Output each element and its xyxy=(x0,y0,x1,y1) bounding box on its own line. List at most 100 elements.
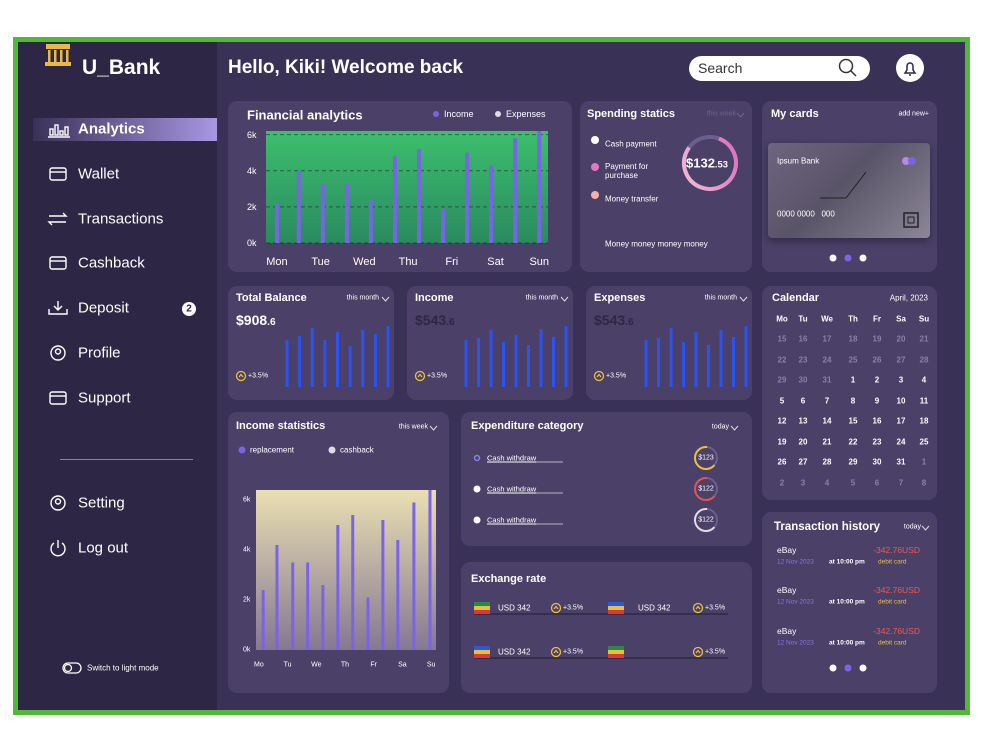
period-selector[interactable]: today xyxy=(903,523,921,531)
calendar-day[interactable]: 3 xyxy=(898,375,904,385)
calendar-day[interactable]: 19 xyxy=(777,437,787,446)
period-selector[interactable]: this month xyxy=(346,294,379,302)
calendar-day[interactable]: 6 xyxy=(874,478,880,487)
calendar-day[interactable]: 17 xyxy=(822,334,832,344)
calendar-day[interactable]: 4 xyxy=(921,375,927,385)
category-label[interactable]: Cash withdraw xyxy=(487,453,537,463)
calendar-day[interactable]: 18 xyxy=(848,334,858,344)
y-tick-label: 6k xyxy=(247,129,257,140)
calendar-day[interactable]: 20 xyxy=(896,334,906,344)
calendar-day[interactable]: 19 xyxy=(872,334,882,344)
calendar-day[interactable]: 15 xyxy=(777,334,787,344)
calendar-day[interactable]: 25 xyxy=(848,355,858,364)
category-label[interactable]: Cash withdraw xyxy=(487,484,537,494)
calendar-day[interactable]: 26 xyxy=(872,355,882,364)
amount: $908.6 xyxy=(236,312,276,328)
calendar-day[interactable]: 5 xyxy=(779,396,785,405)
period-selector[interactable]: today xyxy=(711,423,729,431)
calendar-day[interactable]: 2 xyxy=(874,375,880,385)
calendar-day[interactable]: 1 xyxy=(921,457,927,467)
card-logo xyxy=(908,157,916,165)
calendar-day[interactable]: 21 xyxy=(919,334,929,344)
calendar-day[interactable]: 16 xyxy=(798,334,808,344)
calendar-day[interactable]: 8 xyxy=(921,478,927,487)
calendar-day[interactable]: 12 xyxy=(777,416,787,426)
calendar-day[interactable]: 11 xyxy=(919,396,929,405)
calendar-day[interactable]: 5 xyxy=(850,478,856,487)
calendar-day[interactable]: 30 xyxy=(872,457,882,467)
calendar-day[interactable]: 17 xyxy=(896,416,906,426)
period-selector[interactable]: this month xyxy=(525,294,558,302)
transaction-date: 12 Nov 2023 xyxy=(777,639,814,647)
period-selector[interactable]: this week xyxy=(398,423,428,431)
calendar-day[interactable]: 29 xyxy=(848,457,858,467)
category-label[interactable]: Cash withdraw xyxy=(487,515,537,525)
period-selector[interactable]: this month xyxy=(704,294,737,302)
calendar-day[interactable]: 8 xyxy=(850,396,856,405)
calendar-day[interactable]: 23 xyxy=(798,355,808,364)
calendar-day[interactable]: 30 xyxy=(798,375,808,385)
currency-label: USD 342 xyxy=(638,603,671,613)
calendar-day[interactable]: 22 xyxy=(848,437,858,446)
amount-decimals: .53 xyxy=(714,159,728,170)
calendar-day[interactable]: 3 xyxy=(800,478,806,487)
calendar-day[interactable]: 20 xyxy=(798,437,808,446)
bar xyxy=(291,562,295,650)
nav-item[interactable]: Deposit xyxy=(78,299,129,317)
calendar-day[interactable]: 16 xyxy=(872,416,882,426)
nav-item[interactable]: Support xyxy=(78,389,131,407)
calendar-day[interactable]: 2 xyxy=(779,478,785,487)
calendar-day[interactable]: 27 xyxy=(798,457,808,467)
y-tick-label: 4k xyxy=(247,165,257,176)
calendar-day[interactable]: 7 xyxy=(824,396,830,405)
nav-item[interactable]: Cashback xyxy=(78,254,145,272)
theme-toggle[interactable]: Switch to light mode xyxy=(87,663,159,673)
nav-item[interactable]: Transactions xyxy=(78,210,164,228)
legend-swatch xyxy=(238,446,246,454)
calendar-day[interactable]: 1 xyxy=(850,375,856,385)
calendar-day[interactable]: 15 xyxy=(848,416,858,426)
transactions-panel xyxy=(762,512,937,693)
calendar-day[interactable]: 26 xyxy=(777,457,787,467)
row-bullet xyxy=(473,454,481,462)
calendar-day[interactable]: 27 xyxy=(896,355,906,364)
bar xyxy=(412,502,416,650)
bar xyxy=(669,328,673,387)
nav-item[interactable]: Wallet xyxy=(78,165,120,183)
change-icon xyxy=(550,602,562,614)
calendar-day[interactable]: 31 xyxy=(896,457,906,467)
calendar-day[interactable]: 31 xyxy=(822,375,832,385)
nav-item[interactable]: Analytics xyxy=(78,120,145,138)
calendar-day[interactable]: 24 xyxy=(822,355,832,364)
calendar-day[interactable]: 6 xyxy=(800,396,806,405)
calendar-day[interactable]: 28 xyxy=(822,457,832,467)
nav-item[interactable]: Profile xyxy=(78,344,121,362)
nav-item[interactable]: Setting xyxy=(78,494,125,512)
calendar-day[interactable]: 25 xyxy=(919,437,929,446)
bar xyxy=(381,520,385,650)
calendar-day[interactable]: 14 xyxy=(822,416,832,426)
calendar-day[interactable]: 28 xyxy=(919,355,929,364)
bar xyxy=(477,338,480,387)
calendar-day[interactable]: 23 xyxy=(872,437,882,446)
search-placeholder[interactable]: Search xyxy=(698,60,743,76)
calendar-day[interactable]: 4 xyxy=(824,478,830,487)
bar xyxy=(344,183,349,243)
calendar-day[interactable]: 13 xyxy=(798,416,808,426)
calendar-day[interactable]: 10 xyxy=(896,396,906,405)
y-tick-label: 2k xyxy=(243,596,251,604)
nav-item[interactable]: Log out xyxy=(78,539,129,557)
calendar-day[interactable]: 29 xyxy=(777,375,787,385)
nav-icon xyxy=(54,498,62,505)
bar xyxy=(321,585,325,650)
calendar-day[interactable]: 22 xyxy=(777,355,787,364)
calendar-day[interactable]: 7 xyxy=(898,478,904,487)
period-selector[interactable]: this week xyxy=(706,110,736,118)
calendar-day[interactable]: 24 xyxy=(896,437,906,446)
calendar-day[interactable]: 9 xyxy=(874,396,880,405)
amount-decimals: .6 xyxy=(446,317,455,328)
calendar-day[interactable]: 18 xyxy=(919,416,929,426)
calendar-day[interactable]: 21 xyxy=(822,437,832,446)
add-card-button[interactable]: add new+ xyxy=(898,110,929,118)
